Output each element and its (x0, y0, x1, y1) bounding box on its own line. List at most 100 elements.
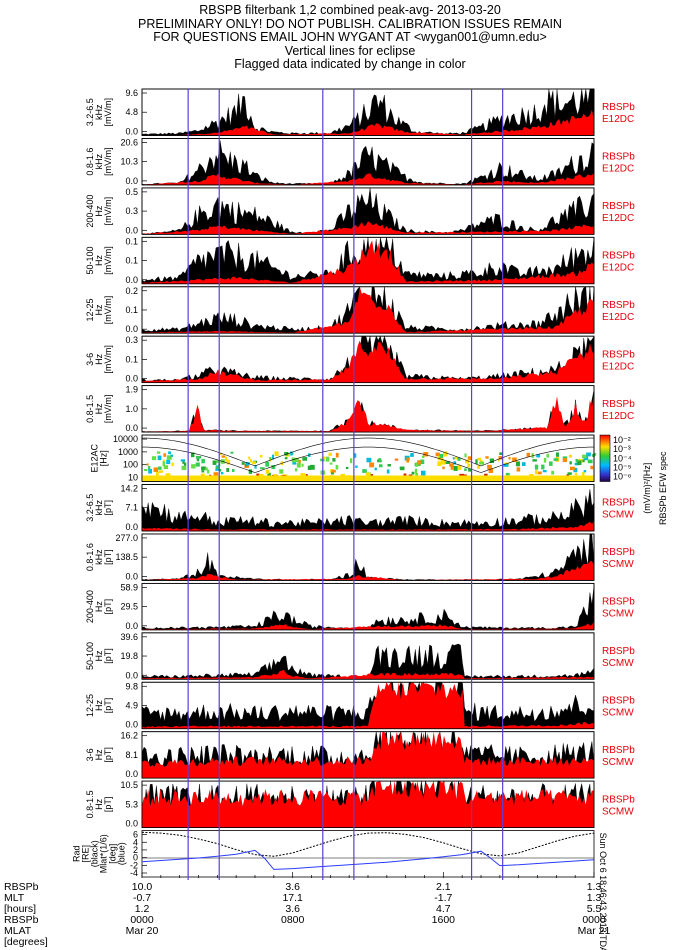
spectrogram-cell (562, 456, 568, 460)
spectrogram-cell (241, 462, 245, 465)
instrument-name: E12DC (602, 114, 634, 125)
spectrogram-cell (421, 455, 425, 458)
spectrogram-cell (414, 462, 417, 467)
spectrogram-cell (146, 463, 149, 466)
panel-border (141, 385, 595, 433)
time-axis-row-label: [hours] (4, 903, 36, 915)
spectrogram-cell (521, 462, 526, 467)
time-axis-row-label: [degrees] (4, 936, 48, 948)
spectrogram-cell (265, 461, 270, 467)
panel-border (141, 780, 595, 828)
ylabel-line: [pT] (103, 747, 113, 763)
ytick-label: 6 (133, 830, 138, 840)
ytick-label: 14.2 (120, 484, 138, 494)
spectrogram-cell (582, 454, 587, 459)
ytick-label: 8.1 (125, 750, 138, 760)
spectrogram-cell (411, 471, 415, 475)
colorbar-tick: 10⁻⁴ (613, 453, 632, 463)
panel-ylabel: 0.8-1.5Hz[pT] (85, 790, 113, 818)
spectrogram-cell (329, 462, 333, 465)
instrument-name: E12DC (602, 411, 634, 422)
instrument-label: RBSPb (602, 547, 635, 558)
instrument-label: RBSPb (602, 794, 635, 805)
spectrogram-cell (274, 451, 279, 456)
spectrogram-cell (534, 464, 539, 470)
spectrogram-cell (165, 473, 171, 478)
spectrogram-cell (153, 467, 159, 472)
spectrogram-cell (487, 464, 492, 470)
spectrogram-cell (252, 461, 256, 465)
spectrogram-cell (546, 453, 550, 458)
ytick-label: 0.0 (125, 324, 138, 334)
colorbar (599, 434, 611, 482)
panel-border (141, 484, 595, 532)
spectrogram-cell (534, 469, 538, 475)
ylabel-line: kHz (94, 104, 104, 120)
panel-15: Rad[RE](black)Mlat*(1/6)[deg](blue)6420-… (72, 830, 595, 878)
spectrogram-cell (365, 472, 371, 476)
contact-line: FOR QUESTIONS EMAIL JOHN WYGANT AT <wyga… (153, 30, 547, 44)
ylabel-line: [pT] (103, 599, 113, 615)
ytick-label: 39.6 (120, 632, 138, 642)
spectrogram-cell (158, 466, 162, 470)
spectrogram-cell (191, 464, 196, 469)
spectrogram-cell (353, 453, 357, 458)
ytick-label: 138.5 (115, 552, 138, 562)
panel-ylabel: 12-25Hz[mV/m] (85, 296, 113, 325)
avg-series (142, 621, 594, 630)
spectrogram-cell (355, 465, 358, 468)
spectrogram-cell (567, 472, 572, 475)
ytick-label: 0.0 (125, 423, 138, 433)
spectrogram-cell (143, 469, 148, 472)
ytick-label: 0.0 (125, 720, 138, 730)
spectrogram-cell (440, 460, 446, 465)
ytick-label: 9.6 (125, 88, 138, 98)
ytick-label: 0.5 (125, 187, 138, 197)
peak-series (141, 187, 595, 235)
ylabel-line: 50-100 (85, 642, 95, 670)
spectrogram-cell (464, 453, 467, 458)
avg-series (142, 731, 594, 779)
instrument-label: RBSPb (602, 349, 635, 360)
ytick-label: 0.0 (125, 176, 138, 186)
spectrogram-cell (191, 452, 195, 458)
ytick-label: 1.0 (125, 404, 138, 414)
ytick-label: 0.1 (125, 354, 138, 364)
spectrogram-cell (166, 459, 171, 465)
panel-border (141, 681, 595, 730)
spectrogram-cell (516, 467, 521, 472)
spectrogram-cell (551, 470, 554, 475)
panel-ylabel: 50-100Hz[mV/m] (85, 246, 113, 275)
avg-series (142, 669, 594, 680)
instrument-label: RBSPb (602, 399, 635, 410)
spectrogram-cell (549, 461, 553, 466)
instrument-label: RBSPb (602, 745, 635, 756)
ylabel-line: 200-400 (85, 195, 95, 228)
spectrogram-cell (583, 470, 587, 473)
spectrogram-cell (331, 471, 334, 475)
spectrogram-cell (420, 470, 426, 476)
ylabel-line: [pT] (103, 797, 113, 813)
spectrogram-cell (158, 470, 163, 473)
spectrogram-cell (489, 458, 495, 463)
spectrogram-cell (269, 459, 272, 462)
ytick-label: 2 (133, 845, 138, 855)
spectrogram-cell (386, 469, 390, 474)
spectrogram-cell (403, 473, 407, 477)
radius-line (141, 831, 595, 857)
spectrogram-cell (378, 464, 383, 468)
ylabel-line: [mV/m] (103, 395, 113, 424)
ytick-label: 0.1 (125, 236, 138, 246)
spectrogram-cell (201, 458, 205, 464)
spectrogram-cell (414, 468, 418, 474)
ylabel-line: [pT] (103, 648, 113, 664)
panel-border (141, 731, 595, 779)
ylabel-line: 0.8-1.6 (85, 148, 95, 176)
ytick-label: 16.2 (120, 731, 138, 741)
spectrogram-cell (218, 468, 222, 472)
ytick-label: 0.0 (125, 819, 138, 829)
eclipse-note: Vertical lines for eclipse (284, 43, 416, 58)
